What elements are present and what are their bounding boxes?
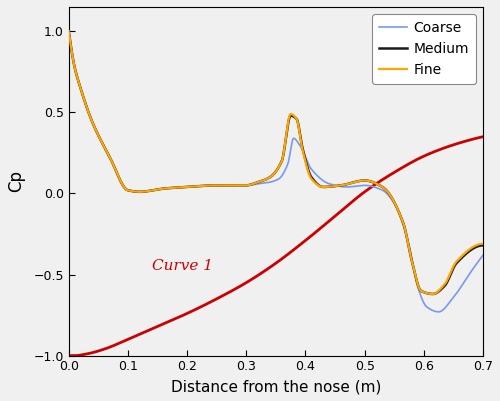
Coarse: [392, 202, 398, 207]
Medium: [468, 247, 474, 252]
Coarse: [468, 269, 474, 273]
Medium: [468, 247, 474, 252]
Fine: [430, 292, 436, 296]
Fine: [66, 29, 71, 34]
Medium: [87, 113, 93, 118]
Fine: [480, 241, 486, 246]
Line: Fine: Fine: [68, 31, 483, 294]
Coarse: [468, 269, 474, 274]
Fine: [392, 201, 398, 206]
Medium: [256, 179, 262, 184]
Line: Medium: Medium: [68, 31, 483, 294]
Fine: [468, 246, 474, 251]
Coarse: [480, 253, 486, 257]
Coarse: [256, 181, 262, 186]
Line: Coarse: Coarse: [68, 31, 483, 312]
Fine: [468, 246, 474, 251]
Legend: Coarse, Medium, Fine: Coarse, Medium, Fine: [372, 14, 476, 84]
Fine: [87, 113, 93, 118]
Fine: [256, 179, 262, 184]
Y-axis label: Cp: Cp: [7, 170, 25, 192]
Coarse: [436, 310, 442, 314]
Medium: [267, 175, 273, 180]
Coarse: [267, 180, 273, 184]
Coarse: [66, 29, 71, 34]
Text: Curve 1: Curve 1: [152, 259, 212, 273]
Medium: [66, 29, 71, 34]
Coarse: [87, 113, 93, 118]
Medium: [480, 243, 486, 248]
X-axis label: Distance from the nose (m): Distance from the nose (m): [170, 379, 381, 394]
Medium: [430, 292, 436, 296]
Medium: [392, 201, 398, 206]
Fine: [267, 175, 273, 180]
